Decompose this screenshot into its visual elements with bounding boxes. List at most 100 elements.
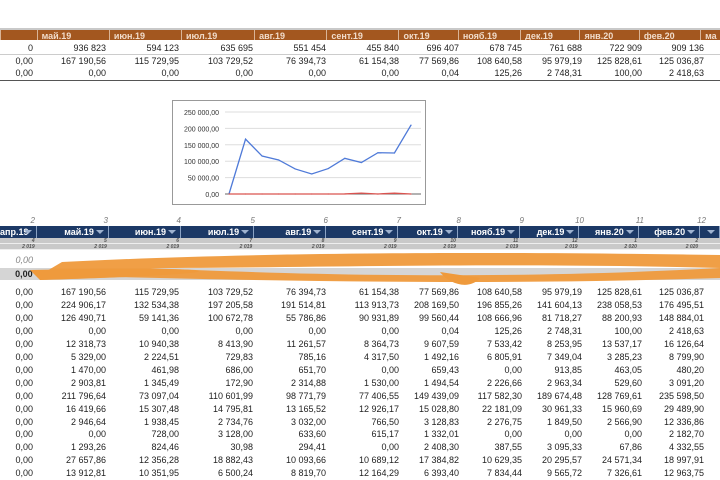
table-row-cell[interactable]: 95 979,19 <box>541 287 582 297</box>
table-row-cell[interactable]: 8 364,73 <box>363 338 399 349</box>
year-row-cell[interactable]: 2 019 <box>239 244 253 249</box>
table-row-cell[interactable]: 20 295,57 <box>541 455 582 466</box>
column-index-row-cell[interactable]: 6 <box>323 216 328 225</box>
table-row-cell[interactable]: 12 336,86 <box>663 416 704 427</box>
series-red-line[interactable] <box>229 192 412 195</box>
column-header-row-cell[interactable]: июн.19 <box>109 226 181 238</box>
column-index-row-cell[interactable]: 3 <box>103 216 108 225</box>
top-table-row-cell[interactable]: 455 840 <box>366 43 399 53</box>
year-row-cell[interactable]: 2 019 <box>384 244 397 249</box>
table-row-cell[interactable]: 2 734,76 <box>217 416 253 427</box>
table-row-cell[interactable]: 10 093,66 <box>285 455 326 466</box>
table-row-cell[interactable] <box>463 254 526 266</box>
table-row-cell[interactable]: 766,50 <box>371 416 399 427</box>
table-row-cell[interactable]: 12 318,73 <box>65 338 106 349</box>
table-row-cell[interactable]: 10 689,12 <box>358 455 399 466</box>
table-row-cell[interactable]: 103 729,52 <box>207 287 253 297</box>
table-row-cell[interactable]: 2 963,34 <box>546 377 582 388</box>
table-row-cell[interactable]: 0,00 <box>504 429 522 440</box>
top-header-row-cell[interactable]: авг.19 <box>254 30 326 40</box>
table-row-cell[interactable]: 113 913,73 <box>354 299 399 310</box>
month-number-row-cell[interactable]: 9 <box>393 238 397 243</box>
column-header-row-cell[interactable]: окт.19 <box>398 226 458 238</box>
year-row-cell[interactable]: 2 019 <box>22 244 35 249</box>
table-row-cell[interactable]: 2 314,88 <box>290 377 326 388</box>
table-row-cell[interactable]: 100 672,78 <box>207 312 253 323</box>
table-row-cell[interactable]: 10 351,95 <box>138 468 179 479</box>
table-row-cell[interactable]: 387,55 <box>494 442 522 453</box>
table-row-cell[interactable]: 10 940,38 <box>138 338 179 349</box>
column-index-row-cell[interactable]: 4 <box>176 216 181 225</box>
table-row-cell[interactable]: 148 884,01 <box>658 312 704 323</box>
table-row-cell[interactable]: 13 537,17 <box>601 338 642 349</box>
top-table-row-cell[interactable]: 696 407 <box>426 43 459 53</box>
month-number-row-cell[interactable]: 10 <box>450 238 456 243</box>
year-row-cell[interactable]: 2 020 <box>685 244 699 249</box>
year-row-cell[interactable]: 2 019 <box>94 244 107 249</box>
table-row-cell[interactable]: 0,00 <box>15 255 33 265</box>
top-table-row-cell[interactable]: 125 828,61 <box>596 55 642 66</box>
top-table-row-cell[interactable]: 103 729,52 <box>207 55 253 66</box>
table-row-cell[interactable] <box>708 351 720 363</box>
year-row-cell[interactable]: 2 020 <box>624 244 637 249</box>
table-row-cell[interactable]: 2 418,63 <box>668 325 704 336</box>
table-row-cell[interactable]: 615,17 <box>371 429 399 440</box>
table-row-cell[interactable]: 12 963,75 <box>663 468 704 479</box>
table-row-cell[interactable]: 3 095,33 <box>546 442 582 453</box>
month-number-row-cell[interactable]: 6 <box>176 238 179 243</box>
month-number-row-cell[interactable]: 2 <box>695 238 699 243</box>
table-row-cell[interactable]: 30 961,33 <box>541 403 582 414</box>
table-row-cell[interactable] <box>708 467 720 479</box>
top-table-row-cell[interactable]: 594 123 <box>146 43 179 53</box>
table-row-cell[interactable]: 7 834,44 <box>486 468 522 479</box>
top-table-row-cell[interactable]: 61 154,38 <box>358 55 399 66</box>
top-table-row-cell[interactable] <box>708 42 720 54</box>
table-row-cell[interactable]: 197 205,58 <box>207 299 253 310</box>
column-index-row-cell[interactable]: 5 <box>250 216 255 225</box>
table-row-cell[interactable]: 17 384,82 <box>418 455 459 466</box>
total-row-cell[interactable] <box>580 268 639 280</box>
table-row-cell[interactable]: 172,90 <box>225 377 253 388</box>
top-header-row-cell[interactable]: июл.19 <box>180 30 254 40</box>
table-row-cell[interactable]: 12 356,28 <box>138 455 179 466</box>
table-row-cell[interactable]: 224 906,17 <box>60 299 106 310</box>
month-number-row-cell[interactable]: 1 <box>634 238 637 243</box>
table-row-cell[interactable] <box>586 254 646 266</box>
table-row-cell[interactable]: 12 164,29 <box>358 468 399 479</box>
table-row-cell[interactable]: 0,00 <box>161 325 179 336</box>
top-table-row-cell[interactable]: 0,00 <box>88 68 106 78</box>
table-row-cell[interactable]: 785,16 <box>298 351 326 362</box>
table-row-cell[interactable]: 235 598,50 <box>658 390 704 401</box>
table-row-cell[interactable]: 77 406,55 <box>358 390 399 401</box>
table-row-cell[interactable]: 728,00 <box>151 429 179 440</box>
table-row-cell[interactable]: 2 566,90 <box>606 416 642 427</box>
table-row-cell[interactable]: 191 514,81 <box>280 299 326 310</box>
top-header-row-cell[interactable]: янв.20 <box>579 30 638 40</box>
table-row-cell[interactable] <box>646 254 708 266</box>
table-row-cell[interactable]: 633,60 <box>298 429 326 440</box>
column-index-row-cell[interactable]: 11 <box>635 216 644 225</box>
column-header-row-cell[interactable]: апр.19 <box>0 226 37 238</box>
table-row-cell[interactable]: 2 226,66 <box>486 377 522 388</box>
top-table-row-cell[interactable]: 115 729,95 <box>134 55 179 66</box>
table-row-cell[interactable]: 480,20 <box>676 364 704 375</box>
table-row-cell[interactable]: 463,05 <box>614 364 642 375</box>
table-row-cell[interactable]: 208 169,50 <box>413 299 459 310</box>
table-row-cell[interactable] <box>257 254 330 266</box>
top-table-row-cell[interactable]: 635 695 <box>220 43 253 53</box>
top-header-row-cell[interactable]: дек.19 <box>520 30 579 40</box>
table-row-cell[interactable] <box>708 325 720 337</box>
top-table-row-cell[interactable]: 76 394,73 <box>285 55 326 66</box>
total-row-cell[interactable] <box>254 268 326 280</box>
table-row-cell[interactable]: 108 666,96 <box>476 312 522 323</box>
top-header-row-cell[interactable] <box>0 30 37 40</box>
month-number-row-cell[interactable]: 7 <box>249 238 253 243</box>
table-row-cell[interactable]: 88 200,93 <box>601 312 642 323</box>
total-row-cell[interactable] <box>458 268 520 280</box>
year-row-cell[interactable]: 2 019 <box>166 244 179 249</box>
table-row-cell[interactable]: 294,41 <box>298 442 326 453</box>
top-table-row-cell[interactable]: 95 979,19 <box>541 55 582 66</box>
table-row-cell[interactable]: 76 394,73 <box>285 287 326 297</box>
table-row-cell[interactable]: 2 946,64 <box>70 416 106 427</box>
table-row-cell[interactable] <box>110 254 183 266</box>
